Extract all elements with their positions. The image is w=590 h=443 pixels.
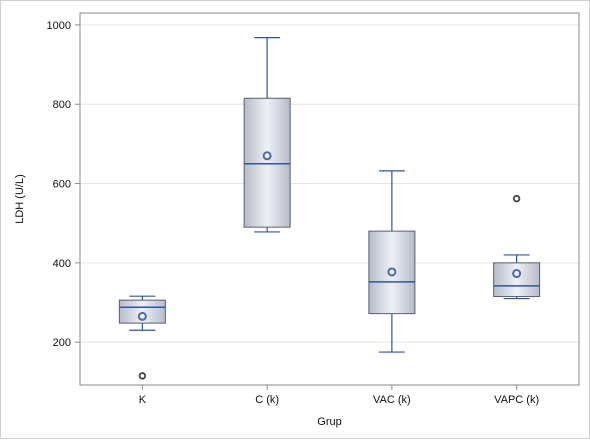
outlier-point (138, 372, 147, 380)
x-axis-ticks: K C (k) VAC (k) VAPC (k) (139, 385, 539, 406)
box-3 (493, 194, 541, 300)
box-iqr (368, 230, 416, 315)
mean-marker (387, 267, 397, 277)
y-tick-label: 400 (53, 258, 71, 270)
y-axis-label: LDH (U/L) (14, 174, 26, 224)
mean-marker (512, 269, 522, 279)
box-series (118, 36, 541, 380)
box-1 (243, 36, 291, 233)
box-0 (118, 295, 166, 380)
x-tick-label: C (k) (255, 394, 279, 406)
mean-marker (137, 311, 147, 321)
box-iqr (493, 262, 541, 298)
y-tick-label: 1000 (47, 20, 71, 32)
plot-area-border (79, 12, 580, 386)
x-tick-label: VAC (k) (373, 394, 411, 406)
box-iqr (243, 97, 291, 228)
y-tick-label: 600 (53, 179, 71, 191)
mean-marker (262, 151, 272, 161)
y-tick-label: 800 (53, 99, 71, 111)
x-tick-label: K (139, 394, 147, 406)
y-axis-ticks: 200 400 600 800 1000 (47, 20, 80, 349)
box-2 (368, 170, 416, 353)
y-tick-label: 200 (53, 337, 71, 349)
box-iqr (118, 299, 166, 324)
x-axis-label: Grup (317, 416, 341, 428)
x-tick-label: VAPC (k) (494, 394, 539, 406)
outlier-point (512, 194, 521, 203)
